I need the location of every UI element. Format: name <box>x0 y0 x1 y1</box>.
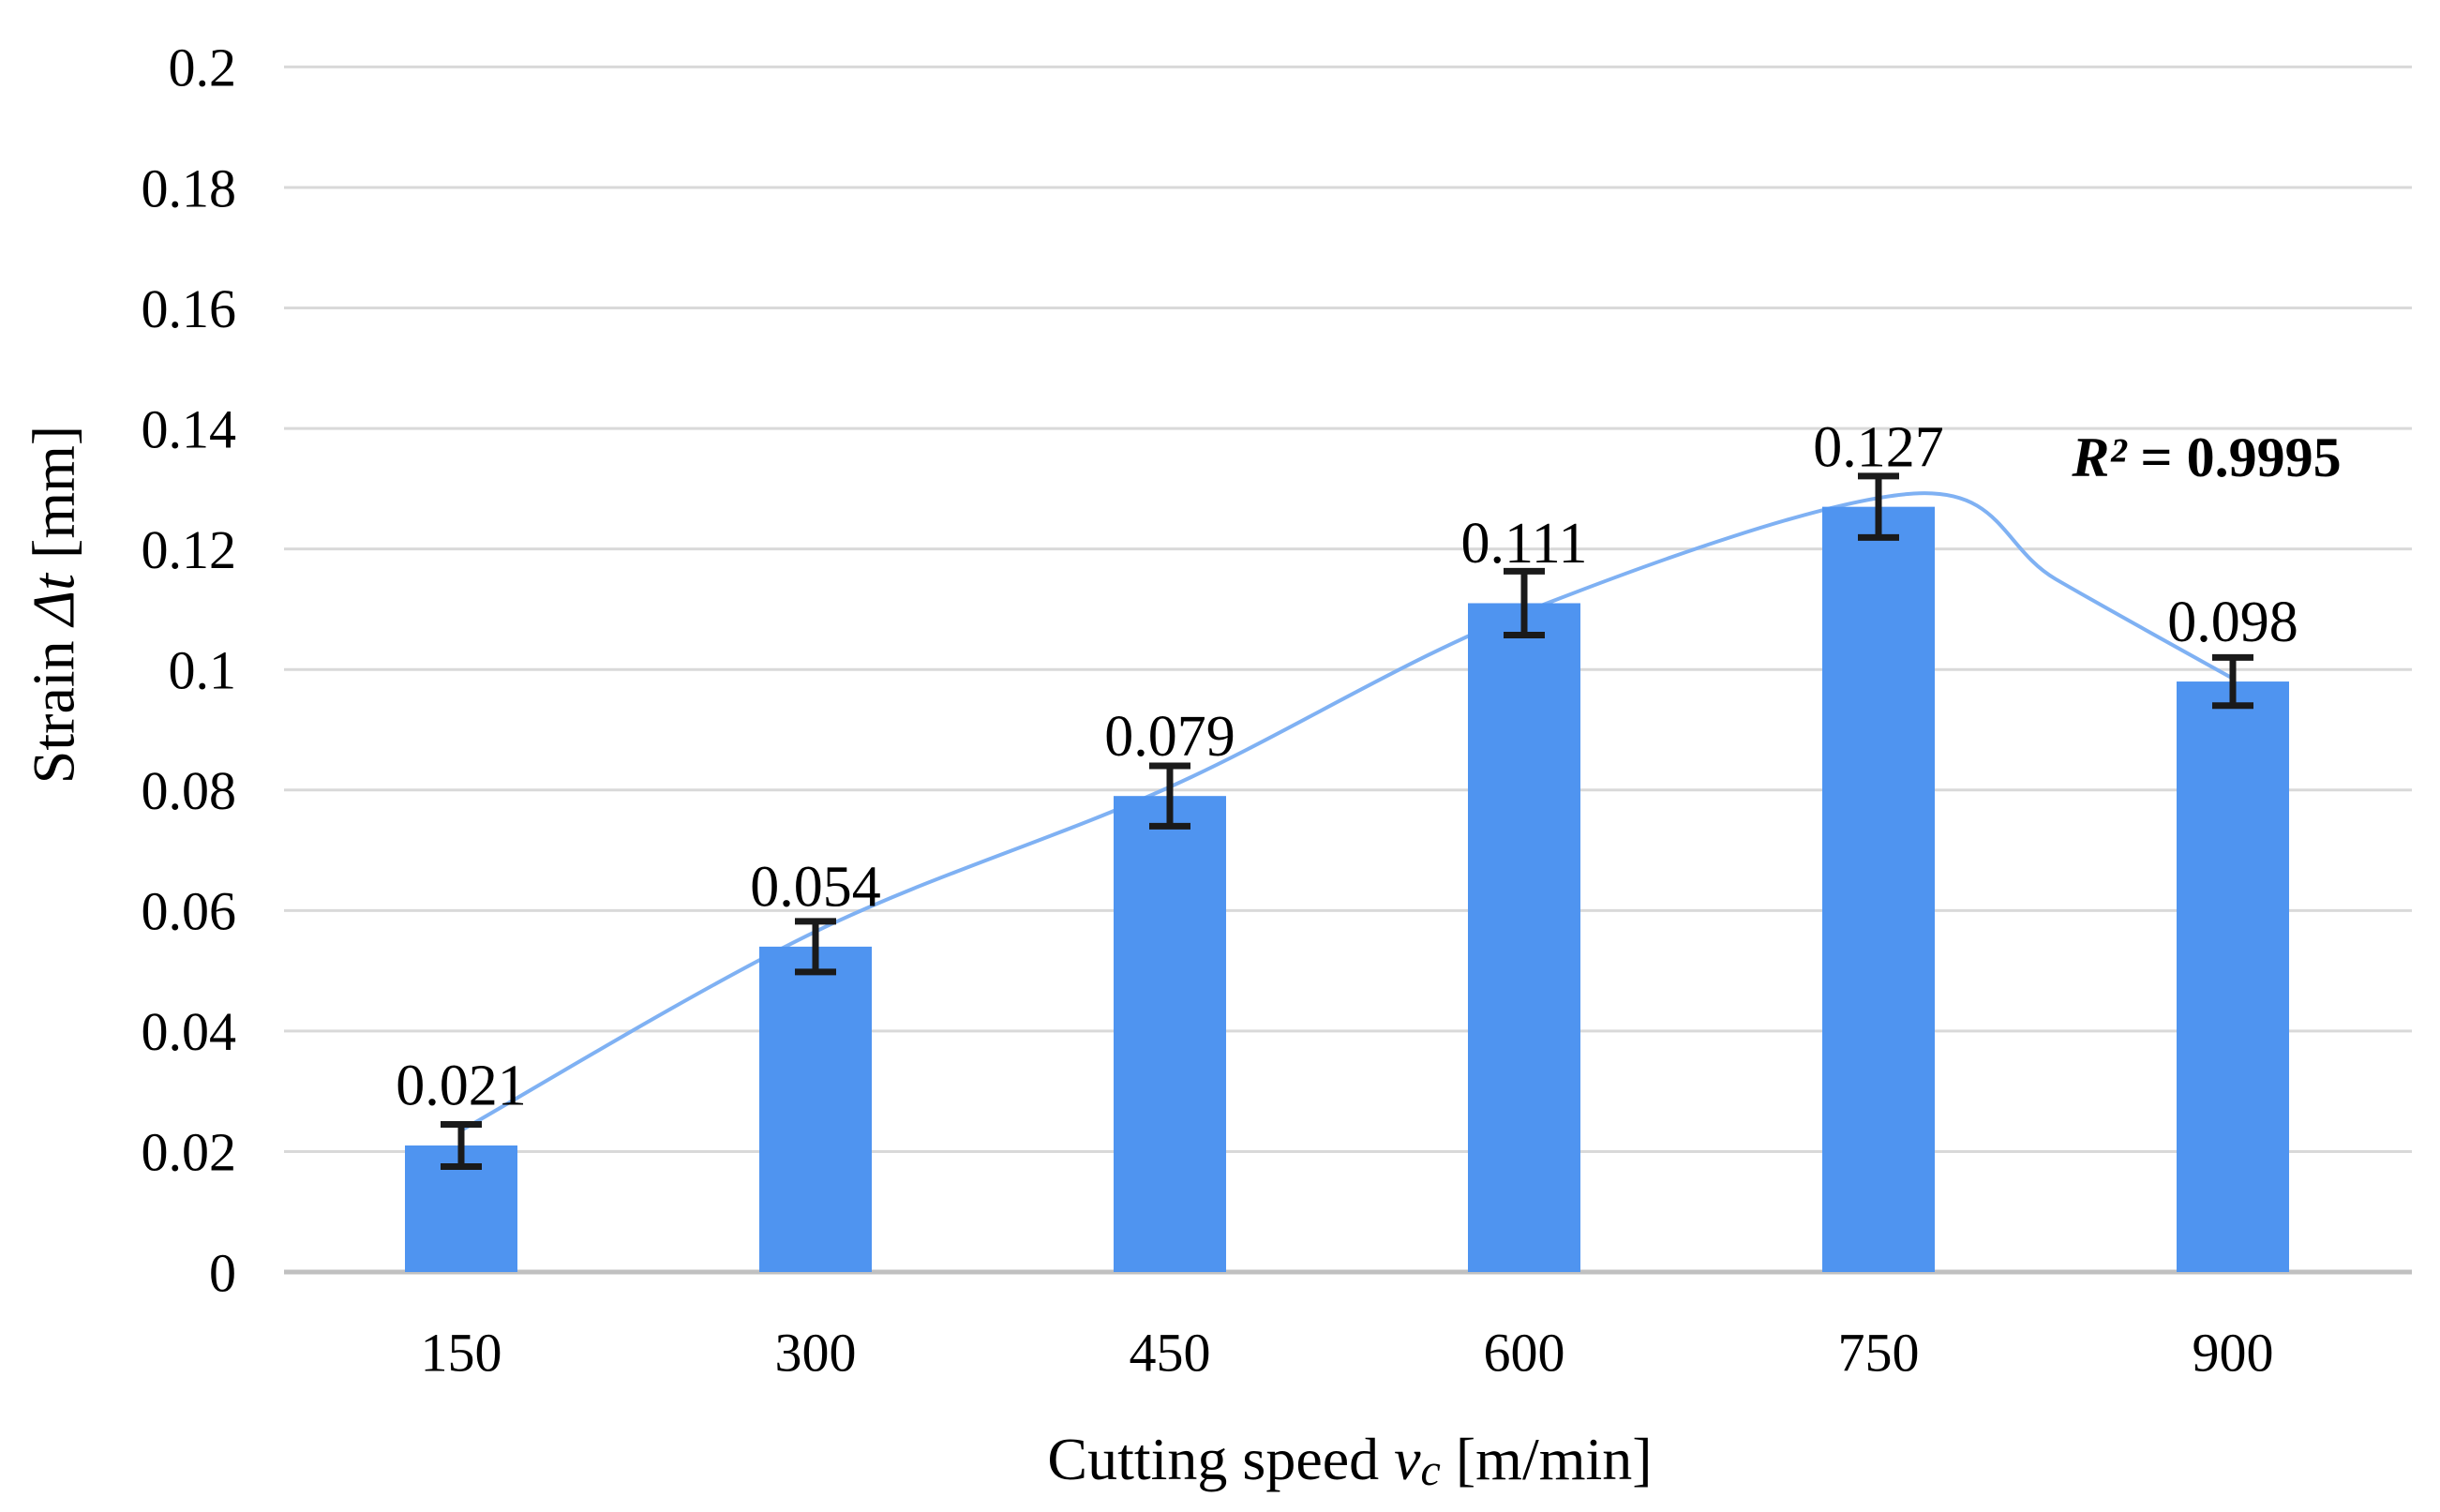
x-tick-label: 750 <box>1838 1322 1920 1383</box>
data-labels-group: 0.021 0.054 0.079 0.111 0.127 0.098 <box>396 415 2298 1117</box>
x-tick-label: 600 <box>1484 1322 1565 1383</box>
bar <box>2177 681 2289 1272</box>
bar <box>1114 796 1226 1272</box>
y-tick-label: 0.2 <box>169 37 237 98</box>
y-tick-label: 0 <box>209 1242 236 1303</box>
x-tick-label: 300 <box>775 1322 857 1383</box>
x-axis-title-prefix: Cutting speed <box>1047 1426 1394 1492</box>
x-axis-title-suffix: [m/min] <box>1441 1426 1653 1492</box>
x-tick-label: 450 <box>1130 1322 1211 1383</box>
bar <box>1822 506 1935 1272</box>
bar-value-label: 0.098 <box>2167 591 2298 654</box>
x-axis-title-subscript: c <box>1421 1445 1441 1495</box>
bar-value-label: 0.079 <box>1104 705 1235 769</box>
bar-value-label: 0.127 <box>1813 415 1944 479</box>
x-tick-labels-group: 150 300 450 600 750 900 <box>421 1322 2274 1383</box>
bar-value-label: 0.111 <box>1461 512 1588 576</box>
x-tick-label: 900 <box>2193 1322 2274 1383</box>
y-tick-label: 0.16 <box>142 278 237 339</box>
y-tick-labels-group: 0 0.02 0.04 0.06 0.08 0.1 0.12 0.14 0.16 0.18 0.2 <box>142 37 237 1304</box>
gridlines-group <box>284 65 2412 1275</box>
bars-group <box>405 506 2289 1272</box>
y-axis-title-symbol: Δt <box>20 572 86 629</box>
x-axis-title-symbol: v <box>1394 1426 1421 1492</box>
y-tick-label: 0.12 <box>142 519 237 580</box>
trendline-group <box>459 491 2235 1132</box>
r-squared-value: = 0.9995 <box>2126 427 2341 488</box>
y-tick-label: 0.14 <box>142 398 237 459</box>
bar-value-label: 0.054 <box>750 856 881 920</box>
x-tick-label: 150 <box>421 1322 502 1383</box>
y-tick-label: 0.02 <box>142 1122 237 1183</box>
y-axis-title: Strain Δt [mm] <box>20 426 86 784</box>
y-tick-label: 0.18 <box>142 157 237 218</box>
y-tick-label: 0.06 <box>142 881 237 942</box>
y-axis-title-suffix: [mm] <box>20 426 86 574</box>
y-tick-label: 0.08 <box>142 760 237 821</box>
error-bars-group <box>441 472 2253 1171</box>
bar <box>1468 603 1580 1272</box>
x-axis-title: Cutting speed vc [m/min] <box>1047 1426 1652 1495</box>
y-tick-label: 0.1 <box>169 640 237 701</box>
y-axis-title-prefix: Strain <box>20 625 86 784</box>
r-squared-symbol: R² <box>2071 427 2128 488</box>
y-tick-label: 0.04 <box>142 1001 237 1062</box>
r-squared-annotation: R² = 0.9995 <box>2071 427 2341 488</box>
bar-value-label: 0.021 <box>396 1055 527 1118</box>
bar <box>759 946 872 1272</box>
polynomial-trendline <box>459 491 2235 1132</box>
